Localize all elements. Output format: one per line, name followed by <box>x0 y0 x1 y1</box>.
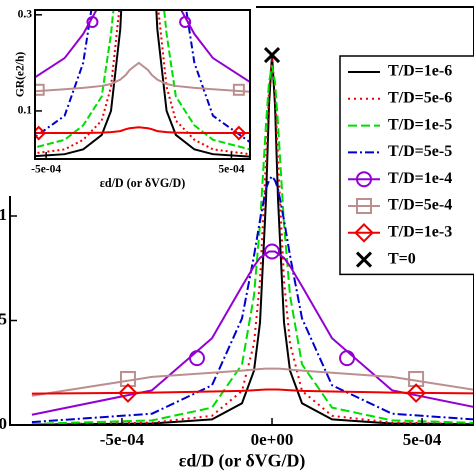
marker <box>354 222 374 243</box>
x-axis-label: εd/D (or δVG/D) <box>179 450 306 471</box>
marker <box>179 16 192 29</box>
legend-label: T/D=5e-6 <box>388 89 452 106</box>
series-line <box>35 61 250 93</box>
inset: -5e-04 5e-04 0.1 0.3 εd/D (or δVG/D) GR(e2/h) <box>0 0 256 196</box>
series-line <box>35 10 250 156</box>
marker <box>188 350 205 367</box>
marker <box>231 125 247 141</box>
legend-label: T/D=5e-4 <box>388 197 452 214</box>
series-line <box>35 126 250 135</box>
y-tick-label: 0.1 <box>18 105 33 117</box>
y-tick-label: 0 <box>0 414 7 433</box>
series-line <box>31 367 474 397</box>
marker <box>263 47 281 64</box>
x-tick-label: 5e-04 <box>218 164 244 176</box>
marker <box>232 83 245 96</box>
series-line <box>31 250 474 416</box>
marker <box>339 350 356 367</box>
legend-label: T/D=5e-5 <box>388 143 452 160</box>
marker <box>356 171 372 188</box>
marker <box>355 251 373 268</box>
x-axis-label: εd/D (or δVG/D) <box>100 176 186 190</box>
y-tick-label: 0.5 <box>0 309 7 328</box>
series-line <box>35 10 250 83</box>
x-tick-label: -5e-04 <box>100 430 145 449</box>
marker <box>86 16 99 29</box>
marker <box>35 83 45 96</box>
legend-label: T/D=1e-6 <box>388 63 452 80</box>
frame <box>34 9 251 160</box>
plot-area <box>35 10 250 158</box>
series-line <box>31 65 474 425</box>
marker <box>264 243 281 260</box>
plot-area <box>31 47 474 425</box>
x-tick-label: -5e-04 <box>31 164 61 176</box>
x-tick-label: 5e-04 <box>403 430 442 449</box>
marker <box>35 125 47 141</box>
marker <box>118 383 138 403</box>
inset-background <box>0 0 256 196</box>
legend-box <box>339 55 474 276</box>
x-tick-label: 0e+00 <box>251 430 294 449</box>
legend-label: T/D=1e-4 <box>388 170 452 187</box>
series-line <box>35 10 250 151</box>
series-line <box>35 10 250 158</box>
y-axis-label: GR(e2/h) <box>15 52 27 98</box>
marker <box>356 198 372 214</box>
legend-label: T/D=1e-5 <box>388 116 452 133</box>
series-line <box>31 388 474 395</box>
marker <box>406 383 426 403</box>
y-tick-label: 1 <box>0 205 7 224</box>
legend-label: T/D=1e-3 <box>388 223 452 240</box>
y-tick-label: 0.3 <box>18 8 33 20</box>
legend-label: T=0 <box>388 250 416 267</box>
